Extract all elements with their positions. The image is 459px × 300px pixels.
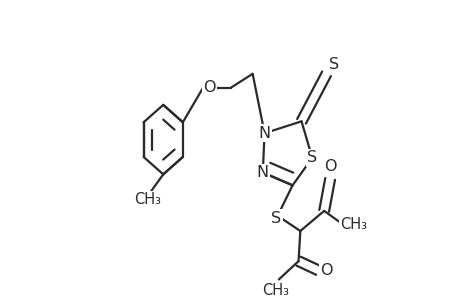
Text: CH₃: CH₃	[134, 192, 160, 207]
Text: S: S	[307, 150, 317, 165]
Text: O: O	[323, 159, 336, 174]
Text: O: O	[319, 263, 332, 278]
Text: CH₃: CH₃	[262, 283, 289, 298]
Text: S: S	[328, 57, 338, 72]
Text: O: O	[202, 80, 215, 95]
Text: S: S	[271, 211, 281, 226]
Text: N: N	[256, 165, 268, 180]
Text: N: N	[258, 126, 270, 141]
Text: CH₃: CH₃	[340, 217, 367, 232]
